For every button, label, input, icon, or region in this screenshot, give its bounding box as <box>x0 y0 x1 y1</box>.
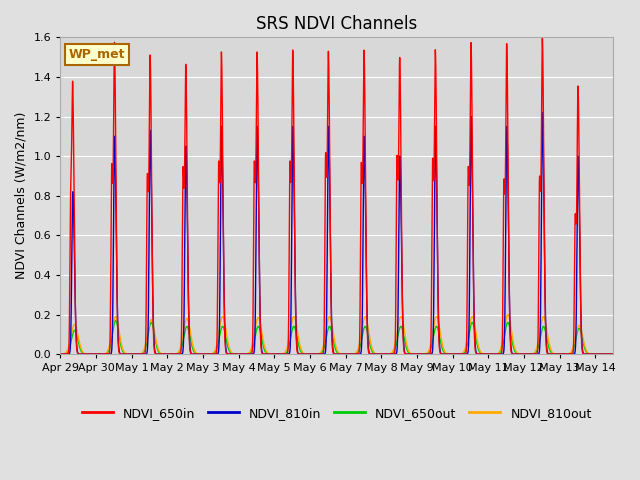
NDVI_650in <box>538 110 545 116</box>
NDVI_810in <box>254 169 262 175</box>
Line: NDVI_650out: NDVI_650out <box>60 321 613 354</box>
NDVI_650in <box>484 351 492 357</box>
Legend: NDVI_650in, NDVI_810in, NDVI_650out, NDVI_810out: NDVI_650in, NDVI_810in, NDVI_650out, NDV… <box>77 402 596 424</box>
NDVI_810out <box>484 351 492 357</box>
NDVI_650in <box>56 351 64 357</box>
NDVI_650out <box>484 351 492 357</box>
NDVI_650out <box>255 324 262 329</box>
NDVI_810in <box>539 110 547 116</box>
NDVI_810out <box>248 346 255 352</box>
NDVI_810out <box>254 314 262 320</box>
NDVI_650out <box>248 348 255 354</box>
NDVI_810in <box>538 184 545 190</box>
Line: NDVI_810out: NDVI_810out <box>60 314 613 354</box>
NDVI_650out <box>56 351 64 357</box>
Y-axis label: NDVI Channels (W/m2/nm): NDVI Channels (W/m2/nm) <box>15 112 28 279</box>
NDVI_650in <box>254 133 262 139</box>
NDVI_810out <box>538 318 545 324</box>
NDVI_650in <box>538 33 546 38</box>
NDVI_810in <box>484 351 492 357</box>
NDVI_810in <box>56 351 64 357</box>
NDVI_650in <box>280 351 287 357</box>
Text: WP_met: WP_met <box>68 48 125 61</box>
NDVI_650in <box>248 351 255 357</box>
NDVI_650out <box>280 351 287 357</box>
NDVI_650out <box>289 324 297 330</box>
NDVI_810out <box>289 314 297 320</box>
NDVI_810out <box>280 351 287 357</box>
NDVI_810out <box>609 351 617 357</box>
NDVI_810in <box>609 351 617 357</box>
NDVI_810in <box>289 134 297 140</box>
Line: NDVI_650in: NDVI_650in <box>60 36 613 354</box>
Line: NDVI_810in: NDVI_810in <box>60 113 613 354</box>
NDVI_810out <box>504 312 511 317</box>
NDVI_650in <box>289 74 297 80</box>
NDVI_810out <box>56 351 64 357</box>
NDVI_810in <box>248 351 255 357</box>
NDVI_650out <box>609 351 617 357</box>
NDVI_810in <box>280 351 287 357</box>
NDVI_650out <box>538 328 545 334</box>
NDVI_650out <box>112 318 120 324</box>
Title: SRS NDVI Channels: SRS NDVI Channels <box>256 15 417 33</box>
NDVI_650in <box>609 351 617 357</box>
